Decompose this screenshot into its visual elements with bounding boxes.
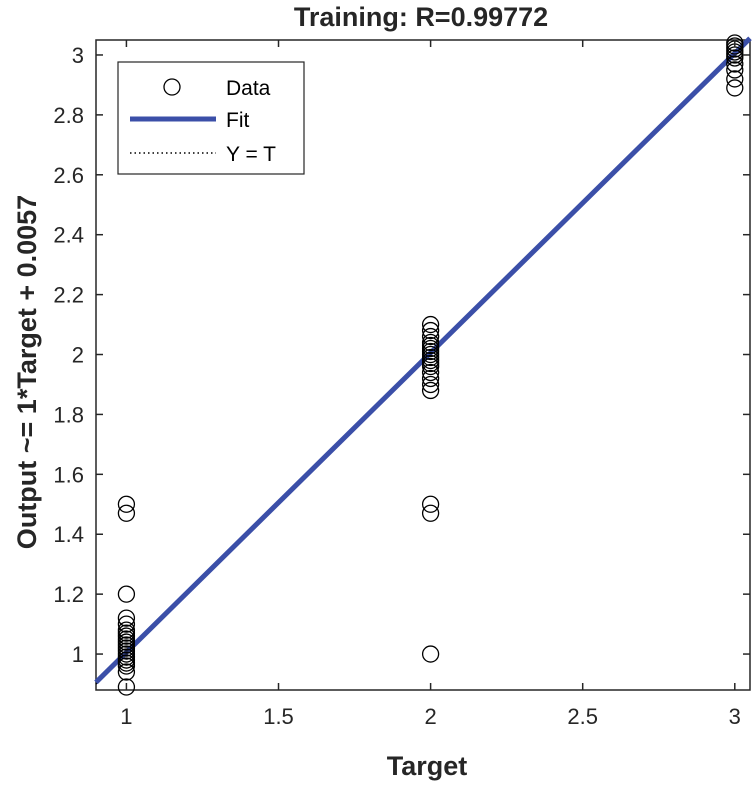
data-point (726, 55, 744, 73)
data-point (421, 321, 440, 340)
y-tick-label: 2.2 (53, 283, 84, 308)
y-tick-label: 2.6 (53, 163, 84, 188)
x-tick-label: 3 (729, 704, 741, 729)
legend-data-label: Data (226, 77, 271, 100)
data-point (421, 327, 440, 346)
data-point (117, 504, 136, 522)
y-tick-label: 1.8 (53, 402, 84, 427)
x-tick-label: 2 (424, 704, 436, 729)
data-layer (94, 34, 752, 696)
tick-layer: 1 1.5 2 2.5 3 1 1.2 1.4 1.6 1.8 2 2.2 2.4 2.6 2.8 3 (53, 40, 750, 729)
y-tick-label: 1.4 (53, 522, 84, 547)
y-tick-label: 2.4 (53, 223, 84, 248)
data-point (421, 495, 440, 513)
data-point (421, 645, 440, 663)
x-tick-label: 2.5 (567, 704, 598, 729)
data-point (421, 315, 440, 334)
x-axis-label: Target (387, 751, 468, 781)
data-point (421, 369, 440, 388)
data-point (421, 381, 440, 400)
data-point (117, 663, 136, 681)
data-point (117, 495, 136, 513)
y-tick-label: 1.6 (53, 462, 84, 487)
data-point (117, 609, 136, 627)
legend-fit-label: Fit (226, 109, 249, 132)
data-point (421, 504, 440, 522)
x-tick-label: 1 (120, 704, 132, 729)
data-point (421, 333, 440, 352)
legend-data-marker (163, 78, 181, 96)
data-point (117, 621, 136, 639)
x-tick-label: 1.5 (263, 704, 294, 729)
data-point (726, 70, 744, 88)
data-point (726, 79, 744, 97)
y-tick-label: 3 (72, 43, 84, 68)
data-point (117, 678, 136, 696)
data-point (421, 375, 440, 394)
legend-identity-label: Y = T (226, 143, 276, 166)
y-tick-label: 2 (72, 343, 84, 368)
y-tick-label: 1.2 (53, 582, 84, 607)
y-axis-label: Output ~= 1*Target + 0.0057 (12, 195, 42, 549)
y-tick-label: 2.8 (53, 103, 84, 128)
data-point (726, 34, 744, 52)
data-point (117, 615, 136, 633)
data-point (117, 585, 136, 603)
chart-title: Training: R=0.99772 (294, 2, 548, 32)
legend: Data Fit Y = T (117, 61, 305, 175)
data-point (421, 363, 440, 382)
y-tick-label: 1 (72, 642, 84, 667)
data-point (726, 61, 744, 79)
